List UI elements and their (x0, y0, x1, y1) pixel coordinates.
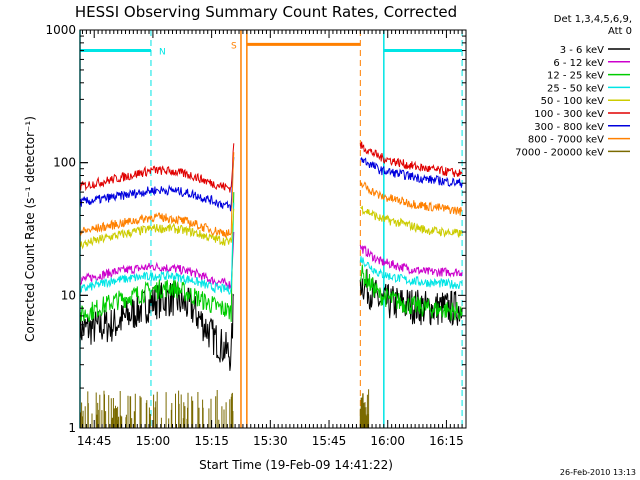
legend-label-5: 100 - 300 keV (534, 109, 604, 120)
legend-header-0: Det 1,3,4,5,6,9, (554, 14, 632, 25)
legend-header-1: Att 0 (608, 26, 632, 37)
footer-date: 26-Feb-2010 13:13 (560, 468, 636, 477)
x-tick-label-0: 14:45 (77, 434, 112, 448)
legend-label-6: 300 - 800 keV (534, 122, 604, 133)
series-4-segment-1 (360, 205, 463, 238)
y-tick-label-3: 1000 (45, 23, 76, 37)
series-7 (79, 152, 463, 238)
series-3-segment-1 (359, 256, 463, 290)
plot-frame (79, 29, 467, 429)
series-5-segment-0 (79, 143, 235, 193)
legend-label-4: 50 - 100 keV (541, 96, 605, 107)
x-axis: 14:45 15:00 15:15 15:30 15:45 16:00 16:15 (77, 30, 467, 448)
series-3-segment-0 (79, 202, 235, 295)
x-tick-label-2: 15:15 (194, 434, 229, 448)
series-6 (79, 157, 463, 212)
x-axis-label: Start Time (19-Feb-09 14:41:22) (199, 458, 393, 472)
y-tick-label-1: 10 (61, 288, 76, 302)
series-2-segment-1 (359, 264, 463, 321)
series-8-spikes (80, 389, 370, 428)
y-tick-label-0: 1 (68, 421, 76, 435)
series-4-segment-0 (79, 208, 235, 250)
series-8 (80, 389, 370, 428)
legend-label-2: 12 - 25 keV (547, 71, 604, 82)
x-tick-label-5: 16:00 (370, 434, 405, 448)
mode-label-0: N (159, 48, 166, 58)
series-5 (79, 141, 463, 193)
legend-label-7: 800 - 7000 keV (528, 135, 604, 146)
y-tick-label-2: 100 (53, 156, 76, 170)
series-1 (80, 231, 463, 290)
series-7-segment-0 (79, 152, 235, 238)
series-layer (79, 141, 463, 428)
x-tick-label-4: 15:45 (312, 434, 347, 448)
series-1-segment-0 (80, 231, 235, 290)
legend-label-3: 25 - 50 keV (547, 83, 604, 94)
x-tick-label-3: 15:30 (253, 434, 288, 448)
series-6-segment-0 (79, 157, 235, 212)
series-0 (79, 268, 463, 371)
series-5-segment-1 (359, 141, 463, 178)
chart-title: HESSI Observing Summary Count Rates, Cor… (75, 3, 457, 21)
x-tick-label-6: 16:15 (429, 434, 464, 448)
mode-label-2: S (231, 41, 237, 51)
series-3 (79, 202, 463, 295)
legend-label-0: 3 - 6 keV (560, 45, 604, 56)
series-2 (79, 192, 463, 322)
series-2-segment-0 (79, 192, 235, 322)
series-6-segment-1 (360, 157, 463, 188)
x-tick-label-1: 15:00 (136, 434, 171, 448)
legend-label-1: 6 - 12 keV (553, 58, 604, 69)
series-7-segment-1 (359, 180, 463, 216)
series-1-segment-1 (359, 244, 463, 278)
annotation-markers: NS (80, 41, 463, 58)
legend: Det 1,3,4,5,6,9,Att 0 3 - 6 keV 6 - 12 keV… (515, 14, 632, 158)
legend-label-8: 7000 - 20000 keV (515, 147, 604, 158)
y-axis: 1 10 100 1000 (45, 23, 466, 435)
series-4 (79, 205, 463, 250)
series-0-segment-0 (79, 281, 235, 371)
y-axis-label: Corrected Count Rate (s⁻¹ detector⁻¹) (23, 116, 37, 342)
